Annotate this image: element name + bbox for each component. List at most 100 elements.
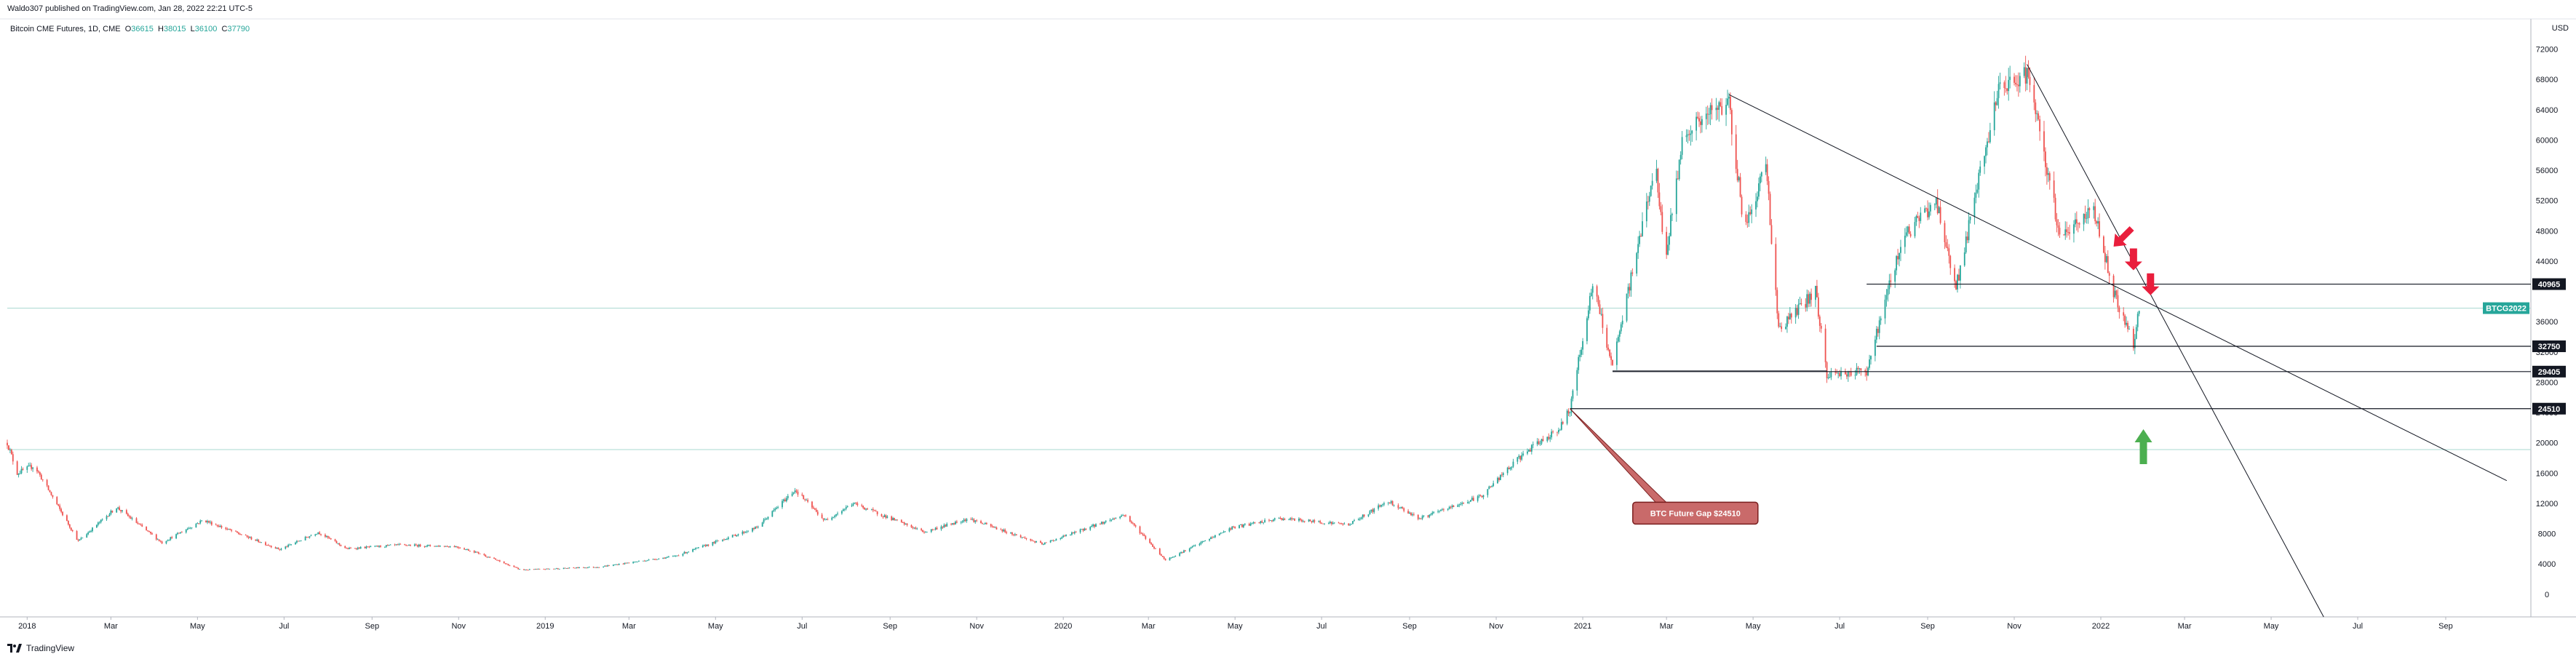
candle-body — [1824, 328, 1826, 362]
candle-body — [1329, 522, 1331, 524]
candle-body — [399, 543, 402, 545]
candle-body — [2099, 221, 2100, 237]
candle-body — [1288, 519, 1290, 521]
open-value: 36615 — [131, 25, 154, 33]
candle-body — [794, 490, 796, 492]
candle-body — [1011, 533, 1013, 535]
candle-body — [811, 501, 813, 508]
candle-body — [1725, 105, 1727, 115]
candle-body — [665, 557, 667, 559]
candle-body — [116, 508, 118, 513]
candle-body — [771, 511, 774, 517]
candle-body — [1421, 516, 1423, 519]
candle-body — [715, 541, 717, 543]
candle-body — [1064, 535, 1066, 537]
candle-body — [1478, 495, 1480, 497]
candle-body — [1730, 96, 1731, 111]
candle-body — [704, 545, 707, 546]
candle-body — [1268, 519, 1270, 521]
symbol-name[interactable]: Bitcoin CME Futures, 1D, CME — [10, 25, 121, 33]
candle-body — [367, 546, 369, 548]
candle-body — [1152, 544, 1153, 547]
candle-body — [1890, 280, 1892, 282]
candle-body — [1511, 466, 1513, 468]
candle-body — [261, 542, 263, 543]
candle-body — [934, 527, 937, 530]
candle-body — [2094, 206, 2096, 222]
candle-body — [2087, 208, 2089, 219]
y-tick-label: 36000 — [2536, 318, 2559, 327]
candle-body — [1691, 130, 1693, 134]
candle-body — [604, 565, 606, 567]
candle-body — [692, 549, 693, 552]
candle-body — [517, 567, 520, 570]
candle-body — [39, 472, 41, 475]
y-tick-label: 68000 — [2536, 76, 2559, 84]
candle-body — [1884, 299, 1886, 319]
x-tick-label: 2022 — [2092, 622, 2110, 631]
candle-body — [171, 537, 173, 539]
candle-body — [1129, 516, 1131, 522]
candle-body — [1850, 372, 1852, 376]
candle-body — [528, 569, 530, 570]
candle-body — [120, 510, 122, 511]
candle-body — [864, 507, 866, 510]
candle-body — [131, 518, 133, 519]
candle-body — [1947, 247, 1949, 249]
candle-body — [915, 527, 917, 529]
candle-body — [1687, 134, 1689, 136]
candle-body — [950, 523, 952, 525]
candle-body — [783, 499, 784, 501]
candle-body — [235, 530, 236, 532]
candle-body — [71, 530, 73, 532]
x-tick-label: Mar — [1142, 622, 1156, 631]
candle-body — [319, 532, 321, 535]
candle-body — [483, 554, 485, 556]
candle-body — [100, 519, 102, 522]
candle-body — [1082, 529, 1084, 531]
candle-body — [843, 509, 846, 510]
candle-body — [1859, 368, 1861, 370]
candle-body — [1179, 553, 1181, 557]
candle-body — [2115, 290, 2118, 295]
candle-body — [210, 522, 212, 525]
candle-body — [1448, 506, 1450, 509]
candle-body — [1758, 183, 1760, 197]
y-tick-label: 64000 — [2536, 106, 2559, 115]
candle-body — [90, 531, 92, 532]
candle-body — [1413, 514, 1415, 515]
candle-body — [1966, 236, 1968, 241]
candle-body — [2093, 206, 2095, 210]
candle-body — [533, 569, 535, 570]
x-tick-label: Sep — [365, 622, 379, 631]
candle-body — [325, 535, 326, 537]
candle-body — [135, 518, 138, 523]
candle-body — [101, 519, 103, 520]
candle-body — [662, 557, 664, 559]
candle-body — [2084, 214, 2086, 219]
candle-body — [1935, 198, 1937, 205]
candle-body — [50, 492, 52, 495]
candle-body — [902, 522, 904, 523]
candle-body — [1458, 504, 1460, 506]
trendline-2 — [2027, 64, 2324, 618]
candle-body — [177, 533, 178, 535]
candle-body — [1645, 201, 1647, 222]
candle-body — [1467, 502, 1468, 503]
candle-body — [1626, 293, 1628, 321]
candle-body — [971, 519, 974, 520]
candle-body — [1442, 509, 1443, 511]
candle-body — [1390, 501, 1392, 503]
candle-body — [180, 532, 181, 534]
x-tick-label: Nov — [969, 622, 984, 631]
candle-body — [892, 518, 894, 521]
candle-body — [111, 510, 114, 513]
close-value: 37790 — [227, 25, 250, 33]
candle-body — [1581, 349, 1583, 355]
candle-body — [1806, 294, 1808, 308]
tradingview-footer[interactable]: TradingView — [7, 643, 74, 653]
candle-body — [1570, 398, 1573, 413]
candle-body — [1759, 176, 1761, 184]
candle-body — [425, 546, 427, 547]
